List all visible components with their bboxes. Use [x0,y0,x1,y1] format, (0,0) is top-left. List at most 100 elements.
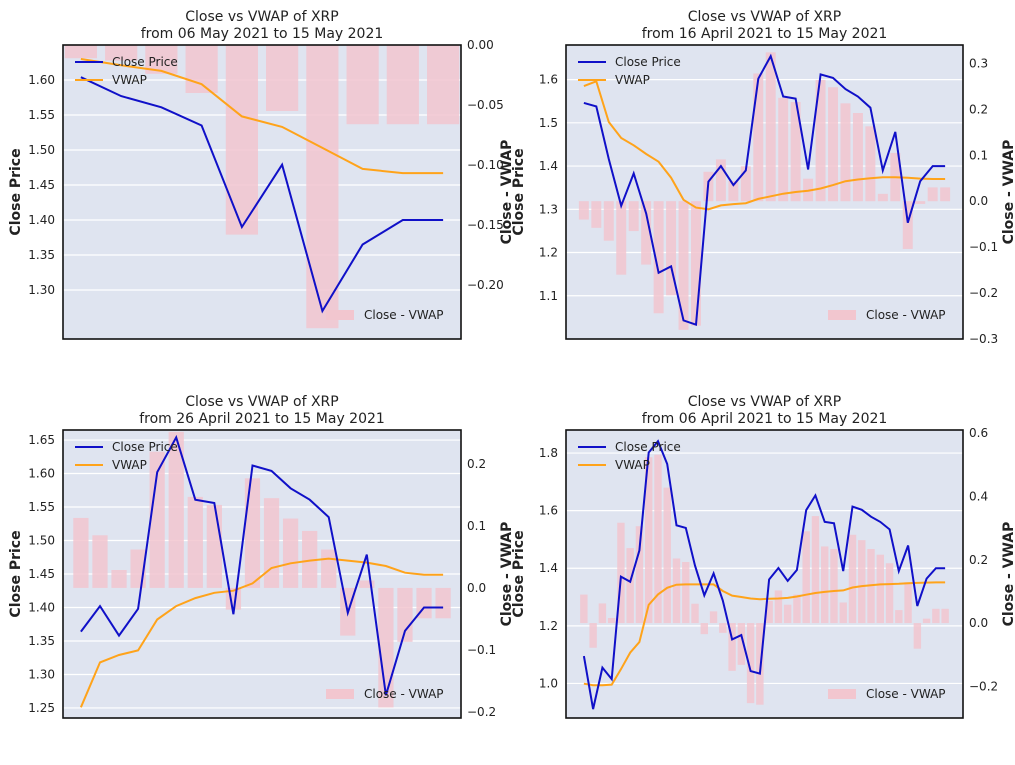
diff-bar [701,623,708,634]
diff-bar [626,548,633,623]
chart-subtitle: from 06 May 2021 to 15 May 2021 [141,26,384,42]
diff-bar [306,45,338,328]
right-tick-label: −0.2 [467,705,496,719]
diff-bar [691,201,701,325]
right-tick-label: −0.20 [467,278,504,292]
right-tick-label: −0.2 [969,679,998,693]
left-tick-label: 1.2 [539,246,558,260]
legend-close-label: Close Price [112,55,178,69]
diff-bar [821,546,828,623]
left-tick-label: 1.25 [28,701,55,715]
diff-bar [387,45,419,124]
chart-title: Close vs VWAP of XRP [688,394,841,410]
diff-bar [878,194,888,201]
legend-bar-label: Close - VWAP [364,687,444,701]
legend-close-label: Close Price [112,440,178,454]
diff-bar [886,563,893,623]
left-tick-label: 1.55 [28,108,55,122]
left-tick-label: 1.50 [28,143,55,157]
left-tick-label: 1.40 [28,213,55,227]
diff-bar [784,605,791,623]
chart-panel-3: 1.251.301.351.401.451.501.551.601.65−0.2… [8,394,515,719]
y-axis-label-left: Close Price [8,530,24,617]
left-tick-label: 1.50 [28,534,55,548]
chart-title: Close vs VWAP of XRP [688,9,841,25]
left-tick-label: 1.0 [539,676,558,690]
right-tick-label: 0.6 [969,426,988,440]
diff-bar [840,103,850,201]
diff-bar [904,582,911,623]
diff-bar [245,478,260,588]
legend-bar-label: Close - VWAP [364,308,444,322]
diff-bar [435,588,450,618]
left-tick-label: 1.30 [28,667,55,681]
diff-bar [941,609,948,623]
diff-bar [599,603,606,623]
legend-vwap-label: VWAP [615,73,650,87]
legend-vwap-label: VWAP [615,458,650,472]
left-tick-label: 1.60 [28,467,55,481]
left-tick-label: 1.6 [539,504,558,518]
diff-bar [849,535,856,623]
legend-vwap-label: VWAP [112,73,147,87]
diff-bar [802,531,809,623]
diff-bar [865,126,875,201]
left-tick-label: 1.6 [539,73,558,87]
right-tick-label: 0.2 [467,457,486,471]
legend-bar-label: Close - VWAP [866,687,946,701]
right-tick-label: −0.05 [467,98,504,112]
diff-bar [347,45,379,124]
diff-bar [853,113,863,201]
right-tick-label: 0.0 [467,581,486,595]
chart-subtitle: from 16 April 2021 to 15 May 2021 [642,26,888,42]
left-tick-label: 1.55 [28,500,55,514]
diff-bar [858,540,865,623]
right-tick-label: 0.00 [467,38,494,52]
diff-bar [830,549,837,623]
diff-bar [679,201,689,330]
diff-bar [719,623,726,633]
diff-bar [753,73,763,201]
diff-bar [766,52,776,201]
diff-bar [673,558,680,623]
legend-close-label: Close Price [615,55,681,69]
legend-bar-swatch [828,310,856,320]
diff-bar [914,623,921,649]
y-axis-label-right: Close - VWAP [1001,522,1015,627]
right-tick-label: −0.1 [467,643,496,657]
right-tick-label: 0.2 [969,553,988,567]
plot-area [566,430,963,718]
chart-title: Close vs VWAP of XRP [185,9,338,25]
diff-bar [591,201,601,228]
legend-bar-label: Close - VWAP [866,308,946,322]
right-tick-label: 0.0 [969,194,988,208]
left-tick-label: 1.35 [28,248,55,262]
diff-bar [65,45,97,58]
diff-bar [940,187,950,201]
left-tick-label: 1.65 [28,433,55,447]
diff-bar [616,201,626,275]
diff-bar [664,488,671,623]
right-tick-label: −0.2 [969,286,998,300]
left-tick-label: 1.1 [539,289,558,303]
right-tick-label: 0.4 [969,489,988,503]
diff-bar [778,98,788,201]
diff-bar [226,45,258,235]
chart-subtitle: from 26 April 2021 to 15 May 2021 [139,411,385,427]
diff-bar [895,610,902,623]
y-axis-label-left: Close Price [8,148,24,235]
right-tick-label: 0.3 [969,56,988,70]
right-tick-label: −0.3 [969,332,998,346]
diff-bar [932,609,939,623]
diff-bar [580,595,587,623]
left-tick-label: 1.5 [539,116,558,130]
diff-bar [877,555,884,623]
legend-vwap-label: VWAP [112,458,147,472]
diff-bar [840,602,847,623]
diff-bar [928,187,938,201]
right-tick-label: 0.2 [969,102,988,116]
chart-panel-1: 1.301.351.401.451.501.551.60−0.20−0.15−0… [8,9,515,339]
diff-bar [608,618,615,623]
chart-subtitle: from 06 April 2021 to 15 May 2021 [642,411,888,427]
